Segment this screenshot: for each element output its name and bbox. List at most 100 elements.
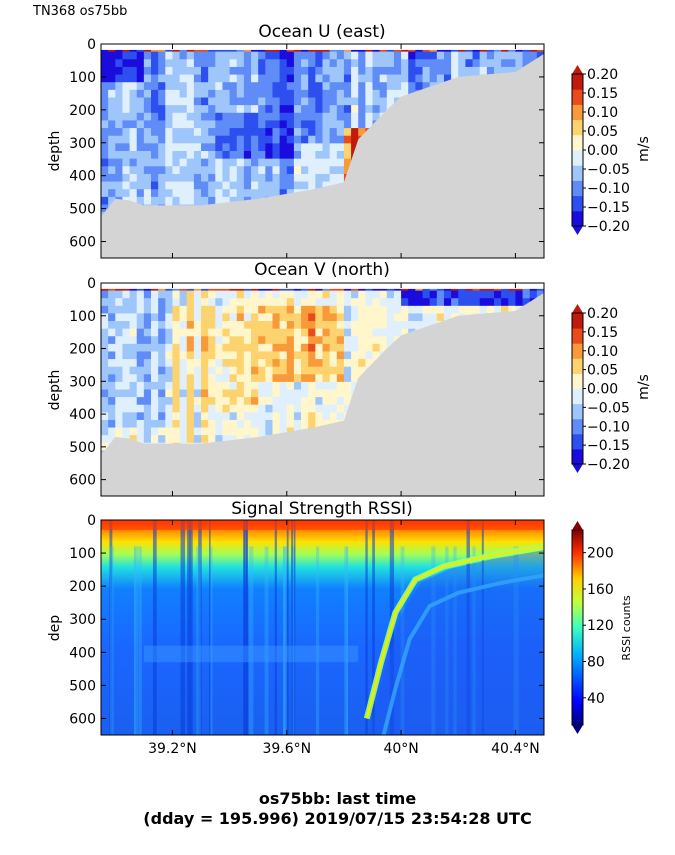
velocity-cell [343, 120, 352, 129]
velocity-cell [151, 74, 159, 83]
velocity-cell [186, 97, 195, 106]
velocity-cell [351, 112, 359, 122]
velocity-cell [336, 97, 345, 106]
velocity-cell [258, 381, 266, 391]
velocity-cell [322, 128, 331, 137]
velocity-cell [265, 412, 274, 421]
velocity-cell [372, 74, 381, 83]
velocity-cell [158, 82, 166, 91]
velocity-cell [329, 151, 338, 160]
velocity-cell [251, 328, 259, 337]
velocity-cell [279, 89, 288, 99]
velocity-cell [186, 82, 195, 91]
velocity-cell [322, 412, 331, 421]
velocity-cell [393, 321, 402, 330]
velocity-cell [379, 97, 388, 106]
velocity-cell [179, 298, 188, 307]
velocity-cell [143, 181, 152, 190]
velocity-cell [129, 105, 138, 114]
velocity-cell [351, 51, 359, 60]
velocity-cell [322, 120, 331, 129]
velocity-cell [136, 89, 145, 99]
velocity-cell [136, 181, 145, 190]
velocity-cell [243, 328, 252, 337]
velocity-cell [243, 143, 252, 152]
velocity-cell [151, 158, 159, 167]
velocity-cell [386, 89, 395, 99]
velocity-cell [101, 343, 109, 353]
velocity-cell [301, 59, 309, 68]
velocity-cell [458, 305, 467, 315]
velocity-cell [401, 313, 409, 322]
velocity-cell [201, 181, 209, 190]
velocity-cell [101, 313, 109, 322]
velocity-cell [158, 166, 166, 175]
velocity-cell [165, 427, 174, 436]
velocity-cell [279, 359, 288, 368]
velocity-cell [179, 321, 188, 330]
velocity-cell [343, 298, 352, 307]
colorbar-tick-label: 120 [587, 618, 614, 634]
velocity-cell [208, 196, 216, 206]
velocity-cell [208, 298, 216, 307]
velocity-cell [286, 374, 295, 383]
velocity-cell [179, 435, 188, 444]
velocity-cell [486, 59, 495, 68]
rssi-x-axis: 39.2°N 39.6°N 40°N 40.4°N [148, 520, 540, 757]
velocity-cell [129, 328, 138, 337]
velocity-cell [186, 166, 195, 175]
velocity-cell [329, 158, 338, 167]
velocity-cell [122, 381, 131, 391]
velocity-cell [329, 143, 338, 152]
velocity-cell [258, 97, 266, 106]
velocity-cell [136, 151, 145, 160]
velocity-cell [165, 397, 174, 406]
velocity-cell [358, 97, 366, 106]
velocity-cell [265, 82, 274, 91]
velocity-cell [172, 419, 181, 429]
velocity-cell [308, 173, 316, 183]
velocity-cell [186, 120, 195, 129]
velocity-cell [265, 181, 274, 190]
colorbar-level [572, 150, 583, 166]
rssi-column-streak [110, 546, 114, 735]
velocity-cell [179, 105, 188, 114]
velocity-cell [422, 66, 431, 76]
colorbar-tick-label: 0.05 [587, 124, 618, 140]
velocity-cell [115, 351, 124, 360]
velocity-cell [186, 143, 195, 152]
velocity-cell [372, 59, 381, 68]
velocity-cell [465, 298, 474, 307]
velocity-cell [208, 435, 216, 444]
velocity-cell [136, 135, 145, 144]
velocity-cell [151, 419, 159, 429]
rssi-column-streak [180, 520, 186, 735]
ocean-u-field [101, 44, 544, 258]
velocity-cell [308, 105, 316, 114]
velocity-cell [143, 328, 152, 337]
velocity-cell [258, 135, 266, 144]
velocity-cell [293, 381, 302, 391]
velocity-cell [151, 336, 159, 345]
velocity-cell [529, 290, 538, 299]
velocity-cell [251, 158, 259, 167]
velocity-cell [136, 196, 145, 206]
velocity-cell [379, 51, 388, 60]
velocity-cell [129, 51, 138, 60]
velocity-cell [301, 397, 309, 406]
velocity-cell [172, 359, 181, 368]
velocity-cell [251, 412, 259, 421]
velocity-cell [108, 313, 116, 322]
velocity-cell [322, 389, 331, 398]
velocity-cell [372, 105, 381, 114]
velocity-cell [136, 305, 145, 315]
velocity-cell [336, 290, 345, 299]
velocity-cell [215, 313, 224, 322]
velocity-cell [429, 59, 438, 68]
velocity-cell [243, 128, 252, 137]
velocity-cell [343, 321, 352, 330]
velocity-cell [165, 359, 174, 368]
rssi-column-streak [283, 546, 288, 735]
velocity-cell [293, 181, 302, 190]
velocity-cell [301, 74, 309, 83]
